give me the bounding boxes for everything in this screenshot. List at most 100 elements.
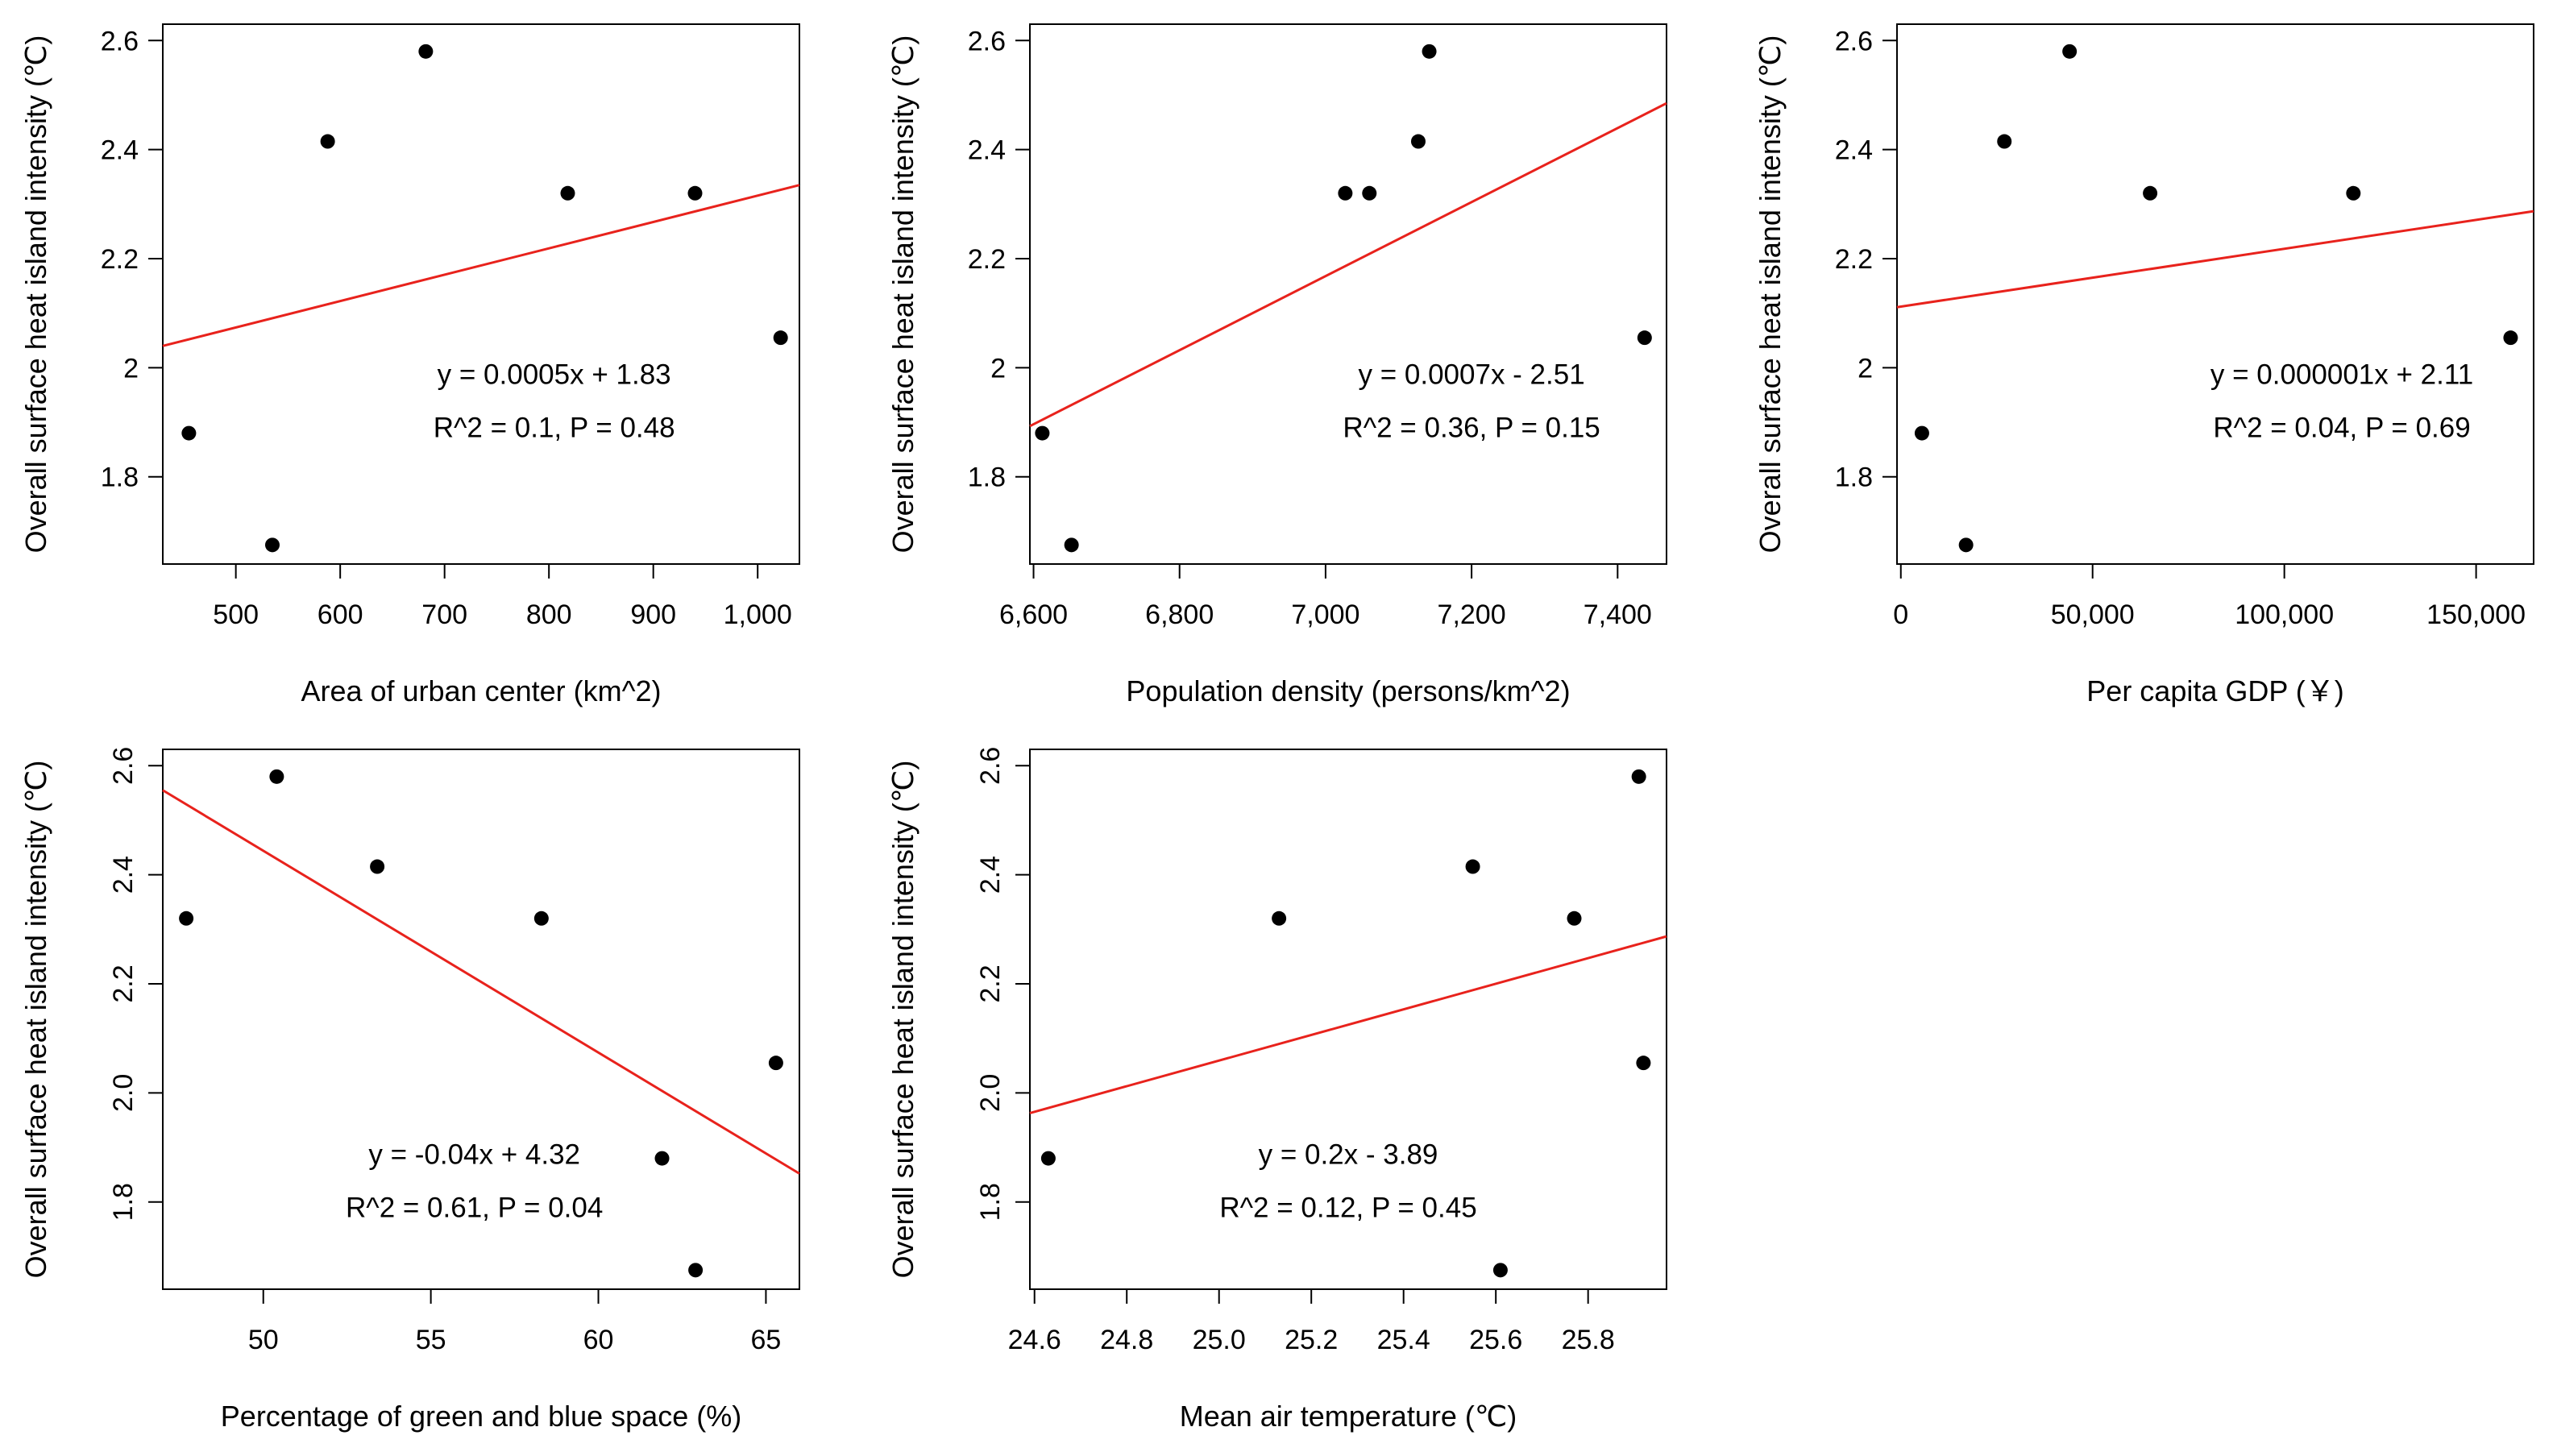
y-tick-label: 2.6 — [975, 747, 1006, 785]
x-tick-label: 800 — [526, 599, 572, 630]
x-tick-label: 25.0 — [1193, 1325, 1246, 1355]
y-tick-label: 1.8 — [101, 463, 139, 493]
y-axis-title: Overall surface heat island intensity (℃… — [19, 35, 52, 554]
y-tick-label: 1.8 — [975, 1183, 1006, 1221]
y-tick-label: 2.6 — [968, 26, 1006, 56]
data-point — [1410, 134, 1426, 149]
x-tick-label: 25.6 — [1469, 1325, 1522, 1355]
regression-equation: y = 0.2x - 3.89 — [1259, 1139, 1438, 1170]
data-point — [2062, 44, 2078, 59]
y-axis-title: Overall surface heat island intensity (℃… — [19, 761, 52, 1279]
regression-stats: R^2 = 0.61, P = 0.04 — [346, 1192, 603, 1223]
data-point — [1997, 134, 2012, 149]
y-axis-title: Overall surface heat island intensity (℃… — [886, 761, 919, 1279]
x-tick-label: 65 — [751, 1325, 782, 1355]
regression-stats: R^2 = 0.1, P = 0.48 — [434, 413, 675, 444]
data-point — [533, 911, 549, 926]
y-tick-label: 2.2 — [108, 964, 139, 1002]
data-point — [1040, 1151, 1056, 1166]
x-tick-label: 1,000 — [724, 599, 792, 630]
data-point — [1636, 1056, 1651, 1071]
x-tick-label: 600 — [318, 599, 363, 630]
data-point — [560, 185, 575, 201]
y-tick-label: 1.8 — [968, 463, 1006, 493]
x-tick-label: 55 — [416, 1325, 446, 1355]
regression-equation: y = 0.000001x + 2.11 — [2210, 359, 2473, 391]
data-point — [1064, 537, 1079, 553]
x-tick-label: 25.4 — [1377, 1325, 1430, 1355]
data-point — [1035, 425, 1050, 441]
y-tick-label: 2.6 — [101, 26, 139, 56]
x-axis-title: Area of urban center (km^2) — [301, 674, 661, 707]
data-point — [1631, 769, 1646, 784]
data-point — [1914, 425, 1929, 441]
data-point — [181, 425, 197, 441]
y-tick-label: 2.6 — [108, 747, 139, 785]
y-axis-title: Overall surface heat island intensity (℃… — [1754, 35, 1787, 554]
x-tick-label: 700 — [421, 599, 467, 630]
regression-equation: y = -0.04x + 4.32 — [368, 1139, 580, 1170]
data-point — [688, 1263, 704, 1278]
x-tick-label: 100,000 — [2235, 599, 2334, 630]
data-point — [264, 537, 280, 553]
x-tick-label: 6,600 — [999, 599, 1068, 630]
x-tick-label: 900 — [630, 599, 676, 630]
plot-panel-3: 0 50,000 100,000 150,000 1.8 2 2.2 2.4 2.6 Per ca… — [1754, 23, 2534, 707]
y-tick-label: 2.0 — [108, 1074, 139, 1112]
x-tick-label: 7,400 — [1584, 599, 1652, 630]
regression-line — [1029, 102, 1667, 428]
x-tick-label: 6,800 — [1145, 599, 1214, 630]
x-tick-label: 24.8 — [1100, 1325, 1153, 1355]
regression-line — [162, 184, 800, 347]
regression-line — [1029, 935, 1667, 1114]
x-tick-label: 50 — [248, 1325, 279, 1355]
y-tick-label: 2.0 — [975, 1074, 1006, 1112]
data-point — [2143, 185, 2158, 201]
x-tick-label: 25.2 — [1285, 1325, 1338, 1355]
data-point — [1465, 859, 1480, 874]
y-tick-label: 2.2 — [975, 964, 1006, 1002]
data-point — [1492, 1263, 1508, 1278]
data-point — [179, 911, 194, 926]
y-tick-label: 2.6 — [1835, 26, 1873, 56]
regression-line — [1896, 209, 2534, 309]
y-tick-label: 2 — [1858, 353, 1873, 384]
x-tick-label: 150,000 — [2426, 599, 2526, 630]
data-point — [269, 769, 284, 784]
regression-equation: y = 0.0007x - 2.51 — [1359, 359, 1585, 391]
x-tick-label: 24.6 — [1008, 1325, 1061, 1355]
y-tick-label: 2.2 — [968, 244, 1006, 275]
x-axis-title: Mean air temperature (℃) — [1180, 1400, 1517, 1433]
y-tick-label: 2.4 — [968, 135, 1006, 166]
regression-stats: R^2 = 0.04, P = 0.69 — [2213, 413, 2470, 444]
data-point — [1958, 537, 1974, 553]
data-point — [320, 134, 335, 149]
y-tick-label: 2.2 — [101, 244, 139, 275]
plot-frame — [1029, 23, 1667, 565]
x-tick-label: 500 — [213, 599, 259, 630]
y-tick-label: 2.4 — [975, 856, 1006, 894]
data-point — [768, 1056, 783, 1071]
x-tick-label: 0 — [1893, 599, 1908, 630]
data-point — [1272, 911, 1287, 926]
x-tick-label: 50,000 — [2051, 599, 2135, 630]
plot-frame — [1896, 23, 2534, 565]
x-tick-label: 7,000 — [1291, 599, 1359, 630]
x-tick-label: 60 — [583, 1325, 614, 1355]
y-tick-label: 2.4 — [1835, 135, 1873, 166]
regression-equation: y = 0.0005x + 1.83 — [438, 359, 671, 391]
x-axis-title: Per capita GDP (￥) — [2086, 674, 2343, 707]
y-tick-label: 2 — [123, 353, 139, 384]
x-tick-label: 7,200 — [1438, 599, 1506, 630]
regression-stats: R^2 = 0.36, P = 0.15 — [1343, 413, 1600, 444]
data-point — [2346, 185, 2361, 201]
data-point — [1422, 44, 1437, 59]
data-point — [418, 44, 434, 59]
data-point — [370, 859, 385, 874]
data-point — [1338, 185, 1353, 201]
x-tick-label: 25.8 — [1562, 1325, 1615, 1355]
regression-stats: R^2 = 0.12, P = 0.45 — [1219, 1192, 1476, 1223]
plot-panel-5: 24.6 24.8 25.0 25.2 25.4 25.6 25.8 1.8 2.0 2.2 2.4… — [886, 747, 1667, 1433]
y-tick-label: 2.2 — [1835, 244, 1873, 275]
